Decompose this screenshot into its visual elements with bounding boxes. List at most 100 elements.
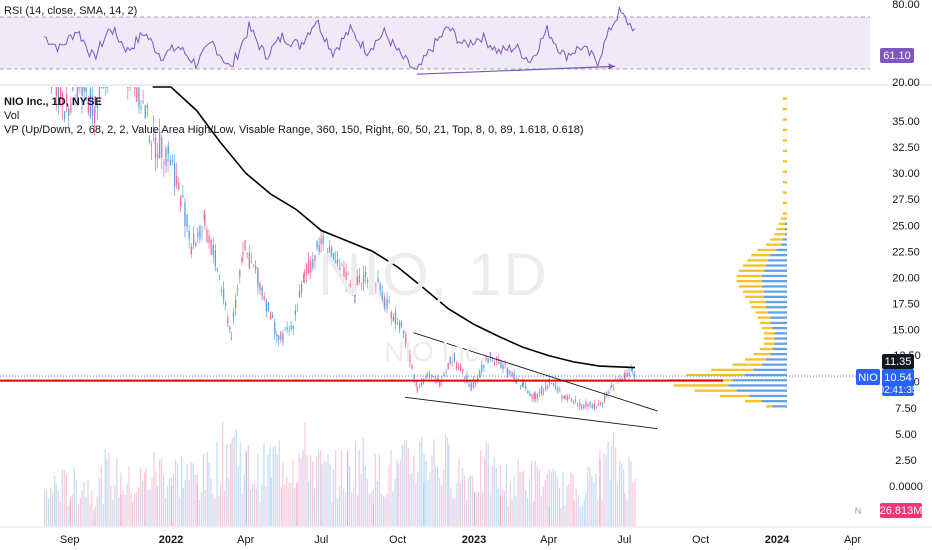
volume-bar: [469, 475, 472, 526]
candle-body: [269, 311, 272, 320]
x-tick-label: 2022: [159, 534, 183, 546]
volume-bar: [320, 450, 322, 526]
candle-body: [555, 386, 557, 389]
volume-bar: [441, 484, 443, 526]
volume-bar: [318, 451, 320, 526]
volume-bar: [599, 449, 601, 526]
y-axis[interactable]: 35.00 32.50 30.00 27.50 25.00 22.50 20.00 17.50…: [889, 116, 923, 493]
sma-value-text: 11.35: [885, 356, 912, 368]
candle-body: [405, 334, 407, 344]
volume-profile-down: [782, 149, 787, 152]
candle-body: [167, 145, 169, 154]
candle-body: [129, 87, 131, 88]
candle-body: [509, 371, 511, 374]
x-tick-label: 2024: [765, 534, 790, 546]
candle-body: [248, 253, 250, 269]
candle-body: [193, 233, 195, 245]
candle-body: [265, 300, 267, 311]
y-tick-label: 27.50: [892, 194, 920, 206]
candle-body: [81, 87, 83, 96]
x-axis[interactable]: Sep 2022 Apr Jul Oct 2023 Apr Jul Oct 2024 Apr: [60, 534, 861, 546]
volume-bar: [465, 500, 468, 526]
rsi-tick-label: 20.00: [892, 77, 920, 89]
rsi-y-axis[interactable]: 80.00 20.00: [892, 0, 920, 89]
volume-bar: [447, 437, 449, 526]
volume-bar: [194, 475, 196, 526]
volume-bar: [177, 463, 179, 526]
volume-bar: [399, 459, 401, 526]
candle-body: [540, 386, 543, 395]
volume-bar: [230, 443, 232, 526]
n-icon[interactable]: N: [855, 506, 862, 516]
volume-bar: [132, 501, 134, 526]
volume-bar: [231, 438, 233, 526]
volume-bar: [321, 464, 323, 526]
volume-bar: [626, 499, 628, 526]
volume-bar: [145, 467, 147, 526]
volume-profile-down: [751, 254, 771, 257]
candle-body: [212, 244, 214, 256]
volume-profile-down: [763, 337, 775, 340]
rsi-tick-label: 80.00: [892, 0, 920, 11]
vp-legend[interactable]: VP (Up/Down, 2, 68, 2, 2, Value Area Hig…: [4, 124, 584, 136]
volume-legend[interactable]: Vol: [4, 110, 20, 122]
volume-bar: [253, 482, 255, 526]
volume-bar: [251, 483, 253, 526]
candle-body: [453, 354, 455, 362]
volume-profile-up: [772, 405, 787, 408]
candle-body: [531, 394, 533, 399]
volume-bar: [429, 472, 431, 526]
volume-bar: [259, 502, 261, 526]
volume-bar: [374, 453, 376, 526]
volume-bar: [57, 490, 59, 526]
volume-bar: [577, 495, 579, 526]
candle-body: [593, 403, 595, 408]
volume-bar: [360, 474, 362, 526]
volume-bar: [566, 486, 568, 526]
volume-bar: [298, 452, 300, 526]
candle-body: [286, 327, 288, 330]
volume-bar: [489, 495, 491, 526]
candle-body: [305, 263, 308, 274]
candle-body: [235, 299, 237, 309]
volume-profile-down: [757, 316, 771, 319]
candle-body: [278, 335, 280, 340]
volume-bar: [509, 481, 511, 526]
volume-bar: [181, 455, 183, 526]
candle-body: [242, 252, 244, 255]
candle-body: [343, 267, 345, 278]
candle-body: [257, 268, 259, 287]
volume-bar: [282, 462, 284, 526]
volume-bar: [323, 460, 325, 526]
volume-bar: [495, 467, 497, 526]
volume-bar: [583, 499, 585, 526]
volume-bar: [611, 446, 613, 526]
candle-body: [403, 330, 405, 334]
volume-bar: [77, 503, 79, 526]
candle-body: [608, 392, 610, 394]
volume-bar: [364, 465, 366, 526]
volume-bar: [296, 482, 298, 526]
volume-bar: [478, 491, 480, 526]
volume-profile-down: [742, 290, 764, 293]
volume-bar: [619, 460, 621, 526]
volume-bar: [237, 466, 239, 526]
candle-body: [288, 330, 290, 332]
candle-body: [585, 401, 587, 407]
candle-body: [190, 245, 193, 252]
volume-bar: [433, 439, 435, 526]
candle-body: [455, 363, 458, 368]
volume-bar: [458, 457, 460, 526]
rsi-legend[interactable]: RSI (14, close, SMA, 14, 2): [4, 5, 138, 17]
candle-body: [367, 280, 369, 282]
candle-body: [89, 88, 92, 118]
volume-profile-down: [751, 306, 766, 309]
volume-bar: [245, 451, 247, 526]
volume-profile-down: [738, 285, 762, 288]
candle-body: [314, 255, 316, 261]
candle-body: [237, 288, 239, 291]
volume-bar: [173, 473, 175, 526]
symbol-header[interactable]: NIO Inc., 1D, NYSE: [4, 96, 102, 108]
volume-profile-down: [747, 259, 769, 262]
volume-bar: [507, 505, 509, 526]
